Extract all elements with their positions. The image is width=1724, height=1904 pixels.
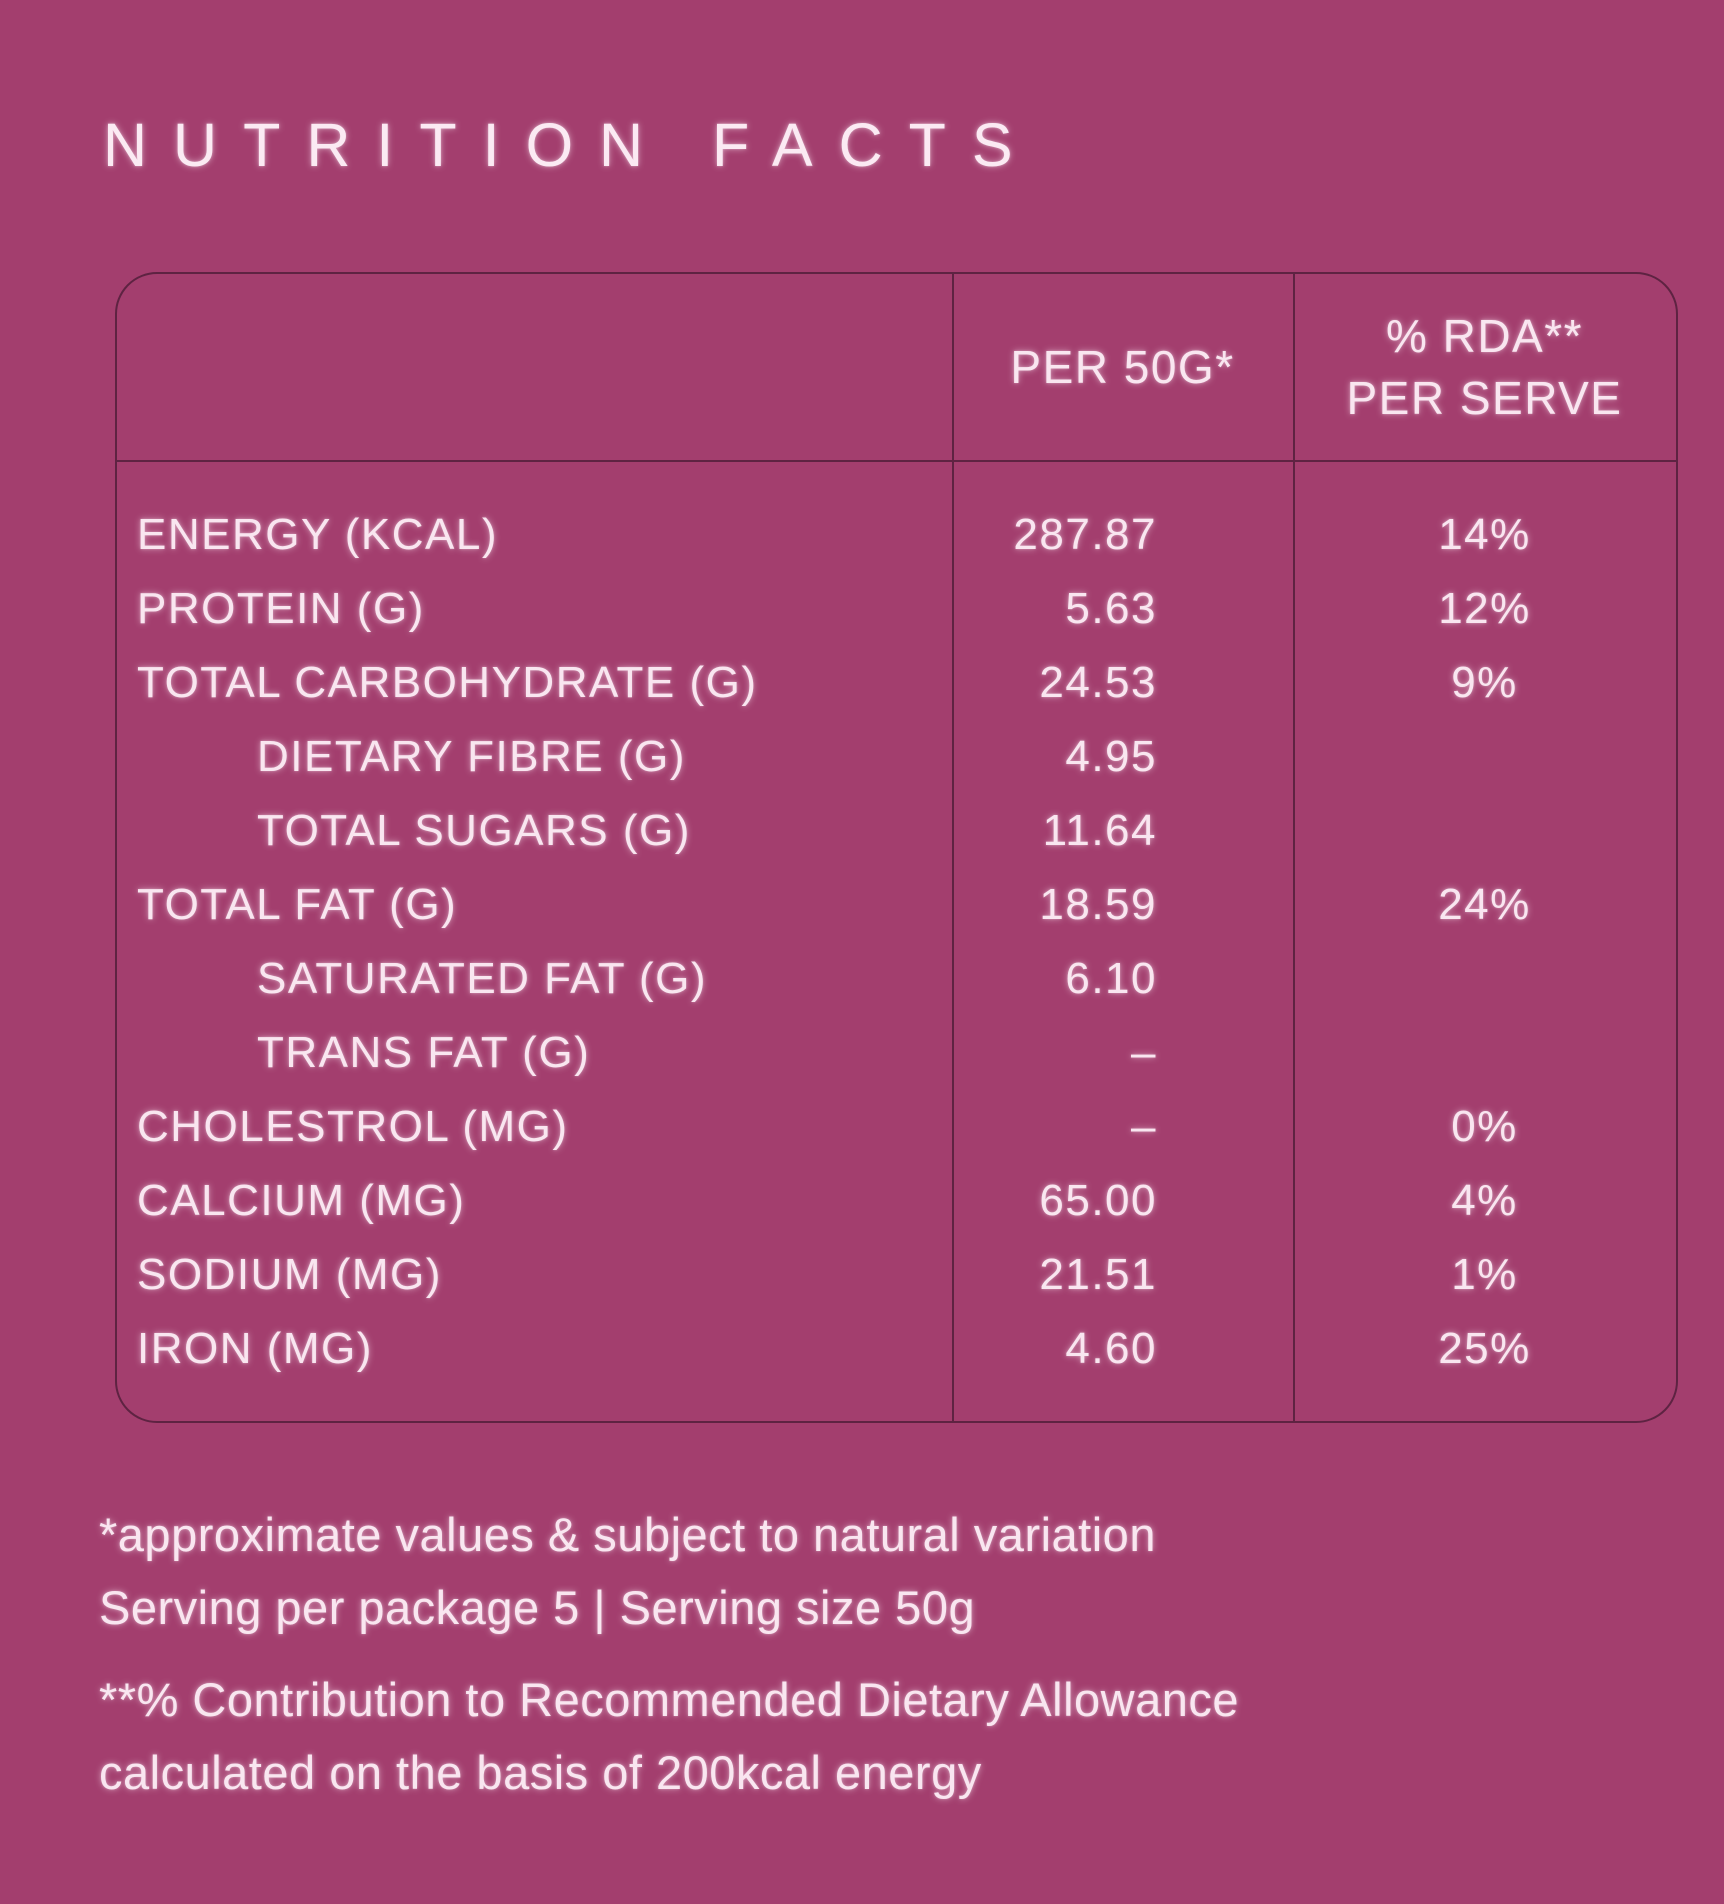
per-50g-value: 5.63 — [1065, 584, 1157, 633]
nutrient-label: CHOLESTROL (MG) — [137, 1102, 569, 1151]
nutrient-label: TOTAL CARBOHYDRATE (G) — [137, 658, 758, 707]
footnote-serving-info: *approximate values & subject to natural… — [99, 1498, 1156, 1644]
rda-value: 24% — [1438, 880, 1531, 929]
header-per-50g-label: PER 50G* — [1010, 341, 1235, 393]
header-rda-line1: % RDA** — [1385, 310, 1584, 362]
per-50g-value: 65.00 — [1039, 1176, 1157, 1225]
header-per-50g: PER 50G* — [952, 274, 1293, 460]
footnote-rda-line2: calculated on the basis of 200kcal energ… — [99, 1746, 982, 1799]
footnote-approximate-values: *approximate values & subject to natural… — [99, 1508, 1156, 1561]
nutrient-label: PROTEIN (G) — [137, 584, 425, 633]
rda-value: 12% — [1438, 584, 1531, 633]
rda-value: 0% — [1451, 1102, 1518, 1151]
per-50g-value: – — [1131, 1102, 1157, 1151]
nutrient-label: CALCIUM (MG) — [137, 1176, 466, 1225]
rda-value: 4% — [1451, 1176, 1518, 1225]
per-50g-value: 4.60 — [1065, 1324, 1157, 1373]
per-50g-value: 11.64 — [1042, 806, 1157, 855]
nutrient-label: DIETARY FIBRE (G) — [257, 732, 686, 781]
footnote-rda-line1: **% Contribution to Recommended Dietary … — [99, 1673, 1240, 1726]
per-50g-value: 6.10 — [1065, 954, 1157, 1003]
header-rda-line2: PER SERVE — [1346, 372, 1623, 424]
table-header-row: PER 50G* % RDA** PER SERVE — [117, 274, 1676, 460]
nutrition-table: PER 50G* % RDA** PER SERVE ENERGY (KCAL)… — [115, 272, 1678, 1423]
per-50g-value: 24.53 — [1039, 658, 1157, 707]
rda-value: 9% — [1451, 658, 1518, 707]
rda-value: 25% — [1438, 1324, 1531, 1373]
per-50g-value: 287.87 — [1013, 510, 1157, 559]
footnote-rda-info: **% Contribution to Recommended Dietary … — [99, 1663, 1239, 1809]
nutrient-label: ENERGY (KCAL) — [137, 510, 498, 559]
nutrient-label: SODIUM (MG) — [137, 1250, 442, 1299]
per-50g-value: 21.51 — [1039, 1250, 1157, 1299]
nutrient-label: SATURATED FAT (G) — [257, 954, 708, 1003]
column-divider-1 — [952, 274, 954, 1421]
page-title: NUTRITION FACTS — [103, 111, 1039, 179]
footnote-serving-size: Serving per package 5 | Serving size 50g — [99, 1581, 976, 1634]
nutrient-label: IRON (MG) — [137, 1324, 373, 1373]
per-50g-value: – — [1131, 1028, 1157, 1077]
column-divider-2 — [1293, 274, 1295, 1421]
nutrient-label: TOTAL SUGARS (G) — [257, 806, 691, 855]
header-rda: % RDA** PER SERVE — [1293, 274, 1676, 460]
table-body: ENERGY (KCAL) 287.87 14% PROTEIN (G) 5.6… — [117, 462, 1676, 1421]
per-50g-value: 4.95 — [1065, 732, 1157, 781]
rda-value: 14% — [1438, 510, 1531, 559]
per-50g-value: 18.59 — [1039, 880, 1157, 929]
nutrient-label: TOTAL FAT (G) — [137, 880, 458, 929]
nutrient-label: TRANS FAT (G) — [257, 1028, 591, 1077]
header-nutrient-column — [117, 274, 952, 460]
rda-value: 1% — [1451, 1250, 1518, 1299]
header-divider — [117, 460, 1676, 462]
